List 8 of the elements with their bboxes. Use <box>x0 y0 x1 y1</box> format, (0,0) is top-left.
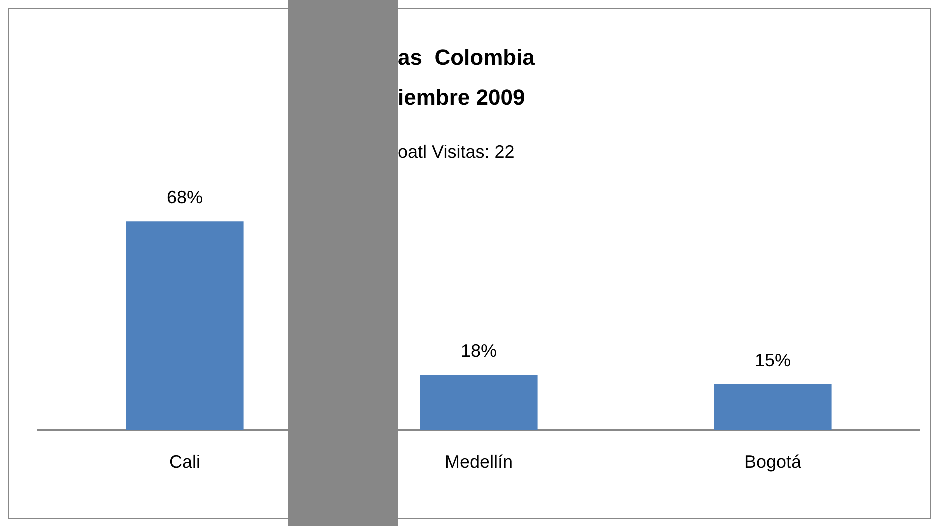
x-tick-label: Bogotá <box>744 452 803 472</box>
data-label: 68% <box>166 188 204 208</box>
x-tick-label: Cali <box>169 452 201 472</box>
data-label: 18% <box>460 341 498 362</box>
chart-title: as Colombia iembre 2009 <box>398 44 535 112</box>
data-label: 15% <box>754 350 792 370</box>
chart-subtitle: oatl Visitas: 22 <box>398 142 515 163</box>
x-tick-label: Medellín <box>444 452 514 472</box>
